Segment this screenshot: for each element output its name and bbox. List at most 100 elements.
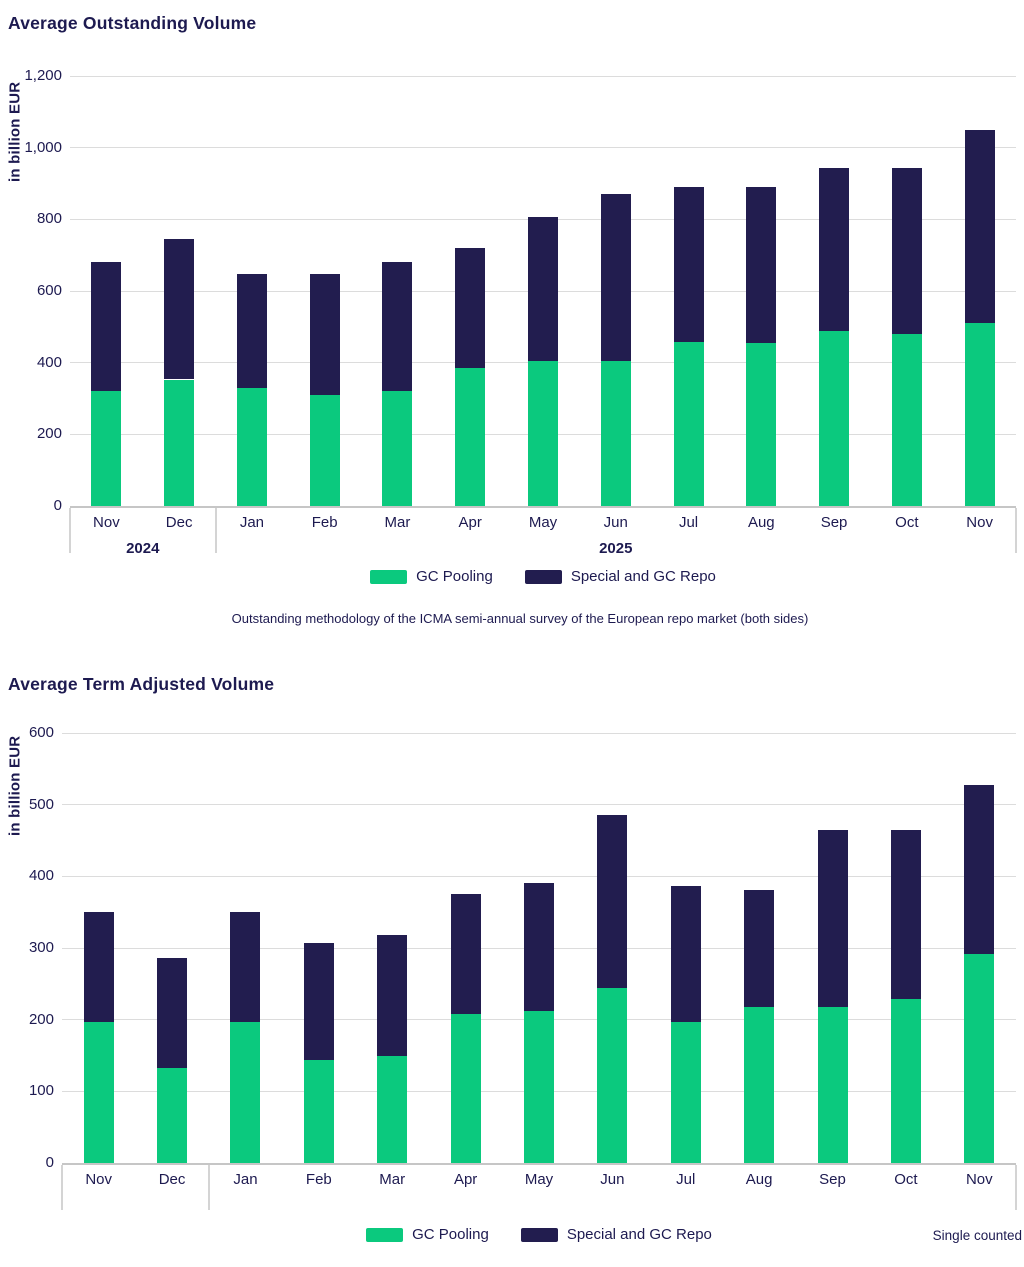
axis-separator bbox=[207, 1165, 210, 1210]
bar-gc-pooling bbox=[455, 368, 486, 506]
axis-separator bbox=[1015, 1165, 1017, 1210]
bar-special-gc-repo bbox=[164, 239, 195, 380]
gridline bbox=[70, 147, 1016, 149]
x-tick-label: May bbox=[524, 1171, 554, 1188]
y-tick-label: 200 bbox=[36, 425, 62, 443]
special-gc-repo-swatch-icon bbox=[520, 1227, 558, 1242]
bar-special-gc-repo bbox=[819, 167, 850, 332]
y-tick-label: 1,000 bbox=[24, 138, 62, 156]
year-label: 2024 bbox=[126, 540, 160, 557]
gridline bbox=[70, 75, 1016, 77]
x-tick-label: Apr bbox=[458, 514, 482, 531]
x-axis-line bbox=[70, 506, 1016, 508]
y-tick-label: 500 bbox=[28, 795, 54, 813]
year-label: 2025 bbox=[599, 540, 633, 557]
x-tick-label: Feb bbox=[311, 514, 338, 531]
bar-gc-pooling bbox=[524, 1011, 554, 1163]
y-tick-label: 0 bbox=[45, 1154, 54, 1171]
legend-item-special-gc-repo: Special and GC Repo bbox=[524, 568, 716, 585]
axis-separator bbox=[214, 508, 217, 553]
bar-gc-pooling bbox=[157, 1067, 188, 1163]
bar-special-gc-repo bbox=[670, 886, 701, 1022]
bar-special-gc-repo bbox=[524, 882, 554, 1012]
bar-gc-pooling bbox=[382, 391, 413, 506]
bottom-chart-title: Average Term Adjusted Volume bbox=[8, 674, 275, 694]
legend-item-special-gc-repo: Special and GC Repo bbox=[520, 1226, 712, 1243]
y-tick-label: 1,200 bbox=[24, 67, 62, 84]
gridline bbox=[62, 732, 1016, 734]
bar-gc-pooling bbox=[817, 1006, 848, 1163]
x-tick-label: Nov bbox=[93, 514, 120, 531]
bar-special-gc-repo bbox=[746, 186, 777, 343]
axis-separator bbox=[69, 508, 71, 553]
bar-gc-pooling bbox=[164, 379, 195, 506]
bar-gc-pooling bbox=[377, 1056, 408, 1163]
x-tick-label: Jun bbox=[603, 514, 628, 531]
bar-special-gc-repo bbox=[744, 889, 775, 1007]
bar-gc-pooling bbox=[450, 1013, 481, 1163]
axis-separator bbox=[61, 1165, 63, 1210]
bar-gc-pooling bbox=[746, 342, 777, 506]
top-chart-legend: GC Pooling Special and GC Repo bbox=[70, 568, 1016, 585]
x-tick-label: Feb bbox=[305, 1171, 332, 1188]
x-tick-label: Mar bbox=[379, 1171, 406, 1188]
bar-gc-pooling bbox=[303, 1059, 334, 1163]
x-tick-label: Dec bbox=[165, 514, 193, 531]
x-tick-label: Aug bbox=[747, 514, 775, 531]
x-tick-label: Nov bbox=[85, 1171, 113, 1188]
bar-special-gc-repo bbox=[91, 262, 122, 392]
bar-special-gc-repo bbox=[236, 273, 267, 388]
x-tick-label: Jun bbox=[600, 1171, 625, 1188]
bar-special-gc-repo bbox=[817, 829, 848, 1007]
bar-special-gc-repo bbox=[455, 247, 486, 369]
x-tick-label: Aug bbox=[745, 1171, 773, 1188]
bar-gc-pooling bbox=[91, 391, 122, 506]
y-tick-label: 400 bbox=[28, 867, 54, 885]
single-counted-note: Single counted bbox=[932, 1228, 1022, 1243]
x-tick-label: Apr bbox=[453, 1171, 478, 1188]
bar-gc-pooling bbox=[673, 341, 704, 506]
x-tick-label: Jul bbox=[676, 1171, 696, 1188]
bar-special-gc-repo bbox=[157, 958, 188, 1068]
x-tick-label: Sep bbox=[820, 514, 848, 531]
bar-special-gc-repo bbox=[528, 217, 558, 361]
bar-gc-pooling bbox=[964, 954, 995, 1163]
bar-gc-pooling bbox=[83, 1021, 114, 1163]
top-chart-title: Average Outstanding Volume bbox=[8, 13, 257, 33]
bar-special-gc-repo bbox=[377, 935, 408, 1057]
legend-label-special-gc-repo: Special and GC Repo bbox=[566, 1226, 712, 1243]
y-tick-label: 300 bbox=[28, 939, 54, 956]
bar-gc-pooling bbox=[309, 394, 340, 506]
legend-label-gc-pooling: GC Pooling bbox=[412, 1226, 489, 1243]
gc-pooling-swatch-icon bbox=[366, 1227, 404, 1242]
bar-special-gc-repo bbox=[230, 912, 261, 1022]
y-tick-label: 0 bbox=[53, 497, 62, 514]
bottom-chart-legend: GC Pooling Special and GC Repo bbox=[62, 1226, 1016, 1243]
y-tick-label: 800 bbox=[36, 210, 62, 228]
gridline bbox=[62, 875, 1016, 877]
bar-special-gc-repo bbox=[673, 186, 704, 342]
y-tick-label: 100 bbox=[28, 1082, 54, 1100]
legend-item-gc-pooling: GC Pooling bbox=[366, 1226, 489, 1243]
y-tick-label: 600 bbox=[28, 724, 54, 741]
bar-special-gc-repo bbox=[83, 912, 114, 1022]
bar-special-gc-repo bbox=[964, 785, 995, 955]
legend-item-gc-pooling: GC Pooling bbox=[370, 568, 493, 585]
bar-special-gc-repo bbox=[303, 942, 334, 1060]
bar-special-gc-repo bbox=[382, 262, 413, 392]
x-tick-label: Oct bbox=[894, 1171, 918, 1188]
x-tick-label: Jan bbox=[239, 514, 265, 531]
bar-gc-pooling bbox=[236, 387, 267, 506]
bar-gc-pooling bbox=[890, 998, 921, 1163]
legend-label-special-gc-repo: Special and GC Repo bbox=[570, 568, 716, 585]
y-tick-label: 600 bbox=[36, 282, 62, 299]
y-tick-label: 400 bbox=[36, 353, 62, 371]
y-tick-label: 200 bbox=[28, 1010, 54, 1028]
gc-pooling-swatch-icon bbox=[370, 569, 408, 584]
x-tick-label: Jul bbox=[678, 514, 699, 531]
special-gc-repo-swatch-icon bbox=[524, 569, 562, 584]
bar-special-gc-repo bbox=[964, 130, 995, 324]
x-tick-label: Dec bbox=[158, 1171, 186, 1188]
bar-gc-pooling bbox=[600, 360, 631, 506]
